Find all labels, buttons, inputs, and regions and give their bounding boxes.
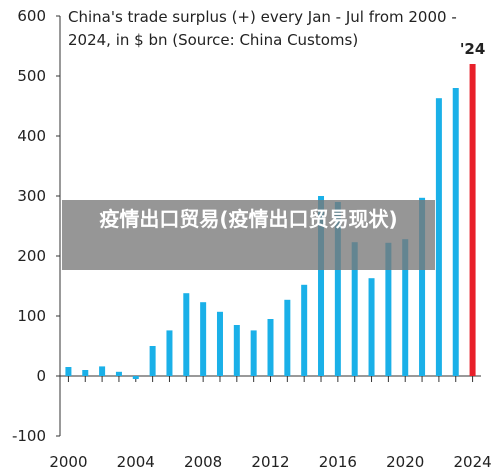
bar <box>99 366 106 376</box>
chart-title: 2024, in $ bn (Source: China Customs) <box>68 31 358 49</box>
x-tick-label: 2008 <box>184 453 222 471</box>
bar <box>419 197 426 376</box>
bar <box>216 311 223 376</box>
bar <box>132 376 139 379</box>
bar <box>301 284 308 376</box>
bar <box>469 64 476 376</box>
bar <box>183 293 190 376</box>
bar <box>149 346 156 376</box>
x-tick-label: 2004 <box>117 453 155 471</box>
x-tick-label: 2024 <box>453 453 491 471</box>
bar <box>452 88 459 376</box>
y-tick-label: 300 <box>17 187 46 205</box>
bar <box>233 325 240 376</box>
bar <box>115 371 122 376</box>
x-tick-label: 2016 <box>319 453 357 471</box>
bar <box>368 278 375 376</box>
banner: 疫情出口贸易(疫情出口贸易现状) <box>62 200 435 270</box>
bar <box>267 319 274 376</box>
bar <box>334 202 341 376</box>
bar <box>385 242 392 376</box>
y-tick-label: 600 <box>17 7 46 25</box>
y-tick-label: -100 <box>12 427 46 445</box>
y-tick-label: 100 <box>17 307 46 325</box>
x-tick-label: 2000 <box>49 453 87 471</box>
bar <box>200 302 207 376</box>
bar <box>250 330 257 376</box>
bar <box>351 242 358 376</box>
y-tick-label: 400 <box>17 127 46 145</box>
chart-title: China's trade surplus (+) every Jan - Ju… <box>68 8 457 26</box>
y-tick-label: 0 <box>36 367 46 385</box>
bar <box>166 330 173 376</box>
bar <box>318 196 325 376</box>
x-tick-label: 2020 <box>386 453 424 471</box>
y-tick-label: 200 <box>17 247 46 265</box>
y-tick-label: 500 <box>17 67 46 85</box>
x-tick-label: 2012 <box>251 453 289 471</box>
bar <box>402 239 409 376</box>
bar <box>82 370 89 376</box>
annotation: '24 <box>460 40 485 58</box>
bar <box>65 367 72 376</box>
bar <box>284 299 291 376</box>
bar <box>435 98 442 376</box>
